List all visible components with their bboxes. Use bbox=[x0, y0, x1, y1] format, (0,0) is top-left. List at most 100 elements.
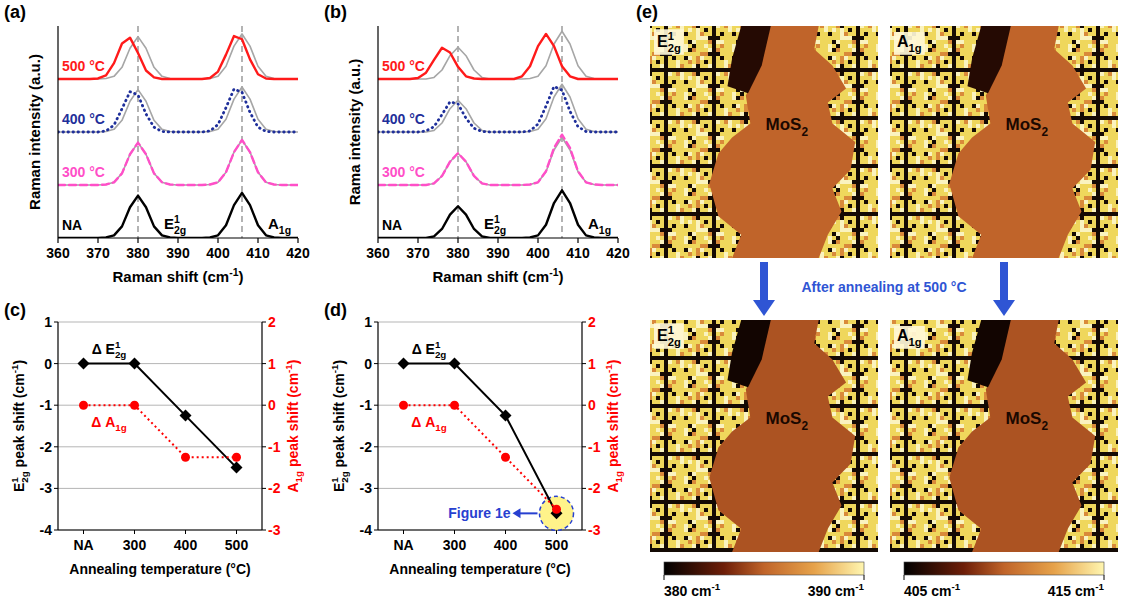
x-tick-label: 400 bbox=[494, 537, 518, 553]
x-tick-label: 420 bbox=[286, 245, 310, 261]
y2-tick-label: -1 bbox=[268, 439, 281, 455]
y2-tick-label: -3 bbox=[268, 522, 281, 538]
x-tick-label: NA bbox=[73, 537, 93, 553]
point-marker bbox=[449, 358, 461, 370]
y-tick bbox=[374, 446, 378, 447]
peak-label: A1g bbox=[588, 215, 611, 236]
point-marker bbox=[79, 401, 88, 410]
y-tick bbox=[54, 322, 58, 323]
text-part: Raman shift (cm bbox=[432, 268, 549, 285]
peak-line bbox=[137, 26, 138, 238]
y2-tick-label: -3 bbox=[588, 522, 601, 538]
text-part: 1g bbox=[613, 471, 624, 482]
x-tick bbox=[617, 238, 618, 243]
map-background bbox=[890, 320, 1118, 552]
point-marker bbox=[398, 358, 410, 370]
text-part: ) bbox=[559, 268, 564, 285]
y-axis bbox=[377, 26, 378, 238]
colorbar-tick bbox=[1104, 575, 1105, 580]
text-part: Raman shift (cm bbox=[112, 268, 229, 285]
map-group bbox=[650, 320, 878, 552]
y-tick-label: -4 bbox=[40, 522, 53, 538]
x-tick bbox=[134, 530, 135, 534]
y2-tick-label: 1 bbox=[588, 356, 596, 372]
x-axis-title: Raman shift (cm-1) bbox=[432, 266, 563, 285]
y2-tick bbox=[262, 488, 266, 489]
point-marker bbox=[78, 358, 90, 370]
annotation-arrow bbox=[519, 512, 538, 514]
colorbar-tick bbox=[904, 575, 905, 580]
peak-label: E12g bbox=[484, 213, 506, 236]
text-part: 2g bbox=[174, 224, 186, 236]
text-part: 390 cm bbox=[808, 583, 855, 599]
y2-tick bbox=[262, 446, 266, 447]
text-part: peak shift (cm bbox=[331, 373, 347, 471]
spectrum bbox=[58, 36, 298, 79]
text-part: MoS bbox=[766, 115, 802, 134]
x-tick-label: 360 bbox=[366, 245, 390, 261]
text-part: ) bbox=[285, 360, 301, 365]
map-title: E12g bbox=[657, 324, 681, 348]
series-label: Δ A1g bbox=[91, 414, 127, 433]
y-tick bbox=[374, 488, 378, 489]
down-arrow bbox=[753, 262, 775, 316]
x-axis-title: Raman shift (cm-1) bbox=[112, 266, 243, 285]
text-part: -1 bbox=[951, 581, 960, 592]
x-tick bbox=[577, 238, 578, 243]
colorbar-tick bbox=[664, 575, 665, 580]
annotation-arrowhead bbox=[513, 508, 521, 518]
text-part: -1 bbox=[855, 581, 864, 592]
y2-tick bbox=[582, 488, 586, 489]
map-panel: (e)MoS2E12gMoS2A1gMoS2E12gMoS2A1g380 cm-… bbox=[636, 2, 1118, 599]
reference-spectrum bbox=[378, 31, 618, 79]
x-tick bbox=[377, 238, 378, 243]
panel-label: (b) bbox=[324, 2, 347, 22]
x-axis-title: Annealing temperature (°C) bbox=[69, 561, 250, 577]
text-part: 1g bbox=[909, 336, 922, 348]
x-tick-label: 380 bbox=[446, 245, 470, 261]
map-title: A1g bbox=[897, 33, 922, 54]
panel-label: (c) bbox=[4, 300, 26, 320]
spectrum bbox=[58, 89, 298, 132]
series-line bbox=[404, 364, 557, 514]
map-title: E12g bbox=[657, 30, 681, 54]
y-tick bbox=[374, 363, 378, 364]
x-tick bbox=[505, 530, 506, 534]
text-part: peak shift (cm bbox=[285, 373, 301, 471]
text-part: A bbox=[897, 33, 909, 50]
text-part: 1 bbox=[668, 30, 674, 42]
y2-tick-label: 0 bbox=[588, 397, 596, 413]
figure: (a)360370380390400410420NA300 °C400 °C50… bbox=[0, 0, 1125, 608]
peak-label: E12g bbox=[164, 213, 186, 236]
text-part: A bbox=[285, 482, 301, 492]
y2-tick bbox=[262, 322, 266, 323]
x-tick-label: 410 bbox=[246, 245, 270, 261]
grid-line bbox=[58, 488, 262, 489]
y2-tick bbox=[582, 446, 586, 447]
x-tick-label: 420 bbox=[606, 245, 630, 261]
x-tick-label: NA bbox=[393, 537, 413, 553]
y-tick-label: -4 bbox=[360, 522, 373, 538]
text-part: Δ E bbox=[92, 341, 115, 357]
annotation-text: Figure 1e bbox=[448, 505, 510, 521]
x-tick bbox=[236, 530, 237, 534]
region-label: MoS2 bbox=[1006, 115, 1049, 138]
x-tick-label: 500 bbox=[545, 537, 569, 553]
y-tick-label: 1 bbox=[44, 314, 52, 330]
panel-label: (d) bbox=[324, 300, 347, 320]
map-background bbox=[650, 26, 878, 258]
point-marker bbox=[450, 401, 459, 410]
y-axis-title: E12g peak shift (cm-1) bbox=[329, 360, 350, 492]
map-region bbox=[968, 320, 1011, 387]
x-tick-label: 360 bbox=[46, 245, 70, 261]
y-tick bbox=[54, 488, 58, 489]
y-tick-label: 0 bbox=[44, 356, 52, 372]
shift-panel: (d)-4-3-2-101-3-2-1012NA300400500Anneali… bbox=[324, 300, 624, 577]
point-marker bbox=[231, 462, 243, 474]
map-group bbox=[650, 26, 878, 258]
x-tick bbox=[177, 238, 178, 243]
x-tick-label: 300 bbox=[123, 537, 147, 553]
grid-line bbox=[58, 446, 262, 447]
reference-spectrum bbox=[58, 87, 298, 132]
series-label: 500 °C bbox=[62, 58, 105, 74]
